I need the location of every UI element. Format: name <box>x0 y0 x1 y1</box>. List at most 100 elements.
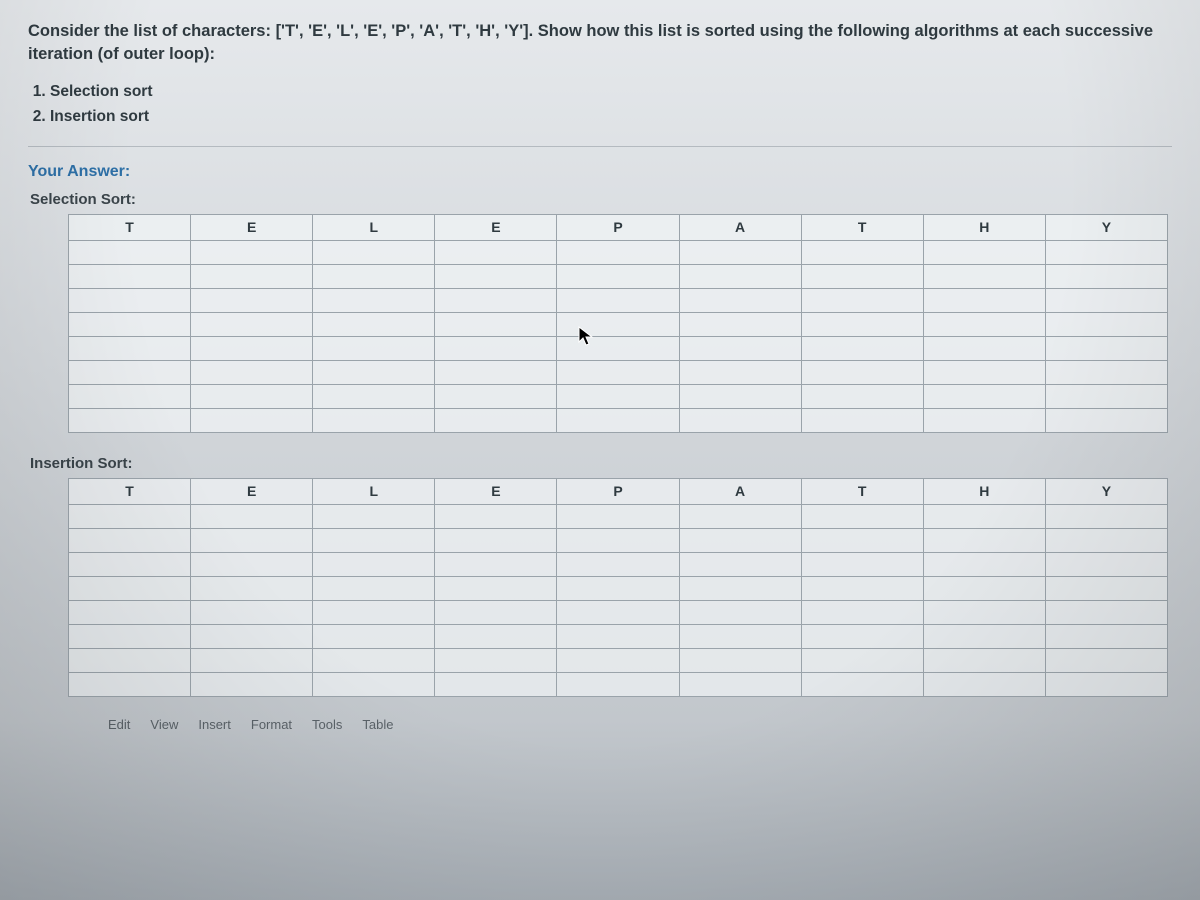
cell[interactable] <box>801 648 923 672</box>
cell[interactable] <box>435 288 557 312</box>
cell[interactable] <box>435 552 557 576</box>
table-row[interactable] <box>69 312 1168 336</box>
header-cell[interactable]: L <box>313 478 435 504</box>
cell[interactable] <box>801 408 923 432</box>
cell[interactable] <box>923 552 1045 576</box>
cell[interactable] <box>435 528 557 552</box>
selection-sort-table[interactable]: T E L E P A T H Y <box>68 214 1168 433</box>
table-row[interactable] <box>69 528 1168 552</box>
cell[interactable] <box>801 528 923 552</box>
cell[interactable] <box>557 288 679 312</box>
cell[interactable] <box>313 408 435 432</box>
cell[interactable] <box>1045 408 1167 432</box>
cell[interactable] <box>435 240 557 264</box>
header-cell[interactable]: A <box>679 478 801 504</box>
table-row[interactable] <box>69 264 1168 288</box>
cell[interactable] <box>191 312 313 336</box>
cell[interactable] <box>69 312 191 336</box>
cell[interactable] <box>557 528 679 552</box>
cell[interactable] <box>1045 624 1167 648</box>
cell[interactable] <box>69 360 191 384</box>
cell[interactable] <box>801 600 923 624</box>
cell[interactable] <box>1045 528 1167 552</box>
cell[interactable] <box>313 576 435 600</box>
cell[interactable] <box>679 576 801 600</box>
cell[interactable] <box>679 360 801 384</box>
menu-view[interactable]: View <box>150 717 178 732</box>
cell[interactable] <box>679 384 801 408</box>
table-row[interactable] <box>69 360 1168 384</box>
cell[interactable] <box>557 552 679 576</box>
cell[interactable] <box>69 336 191 360</box>
cell[interactable] <box>191 504 313 528</box>
cell[interactable] <box>557 576 679 600</box>
header-cell[interactable]: E <box>435 478 557 504</box>
cell[interactable] <box>435 648 557 672</box>
cell[interactable] <box>191 576 313 600</box>
cell[interactable] <box>191 552 313 576</box>
cell[interactable] <box>313 264 435 288</box>
cell[interactable] <box>313 648 435 672</box>
cell[interactable] <box>801 312 923 336</box>
cell[interactable] <box>435 264 557 288</box>
header-cell[interactable]: T <box>69 478 191 504</box>
cell[interactable] <box>69 384 191 408</box>
cell[interactable] <box>679 336 801 360</box>
cell[interactable] <box>1045 336 1167 360</box>
cell[interactable] <box>557 360 679 384</box>
cell[interactable] <box>313 240 435 264</box>
cell[interactable] <box>679 528 801 552</box>
cell[interactable] <box>191 528 313 552</box>
cell[interactable] <box>1045 264 1167 288</box>
cell[interactable] <box>923 384 1045 408</box>
cell[interactable] <box>679 624 801 648</box>
cell[interactable] <box>435 384 557 408</box>
header-cell[interactable]: E <box>191 214 313 240</box>
cell[interactable] <box>435 576 557 600</box>
cell[interactable] <box>801 624 923 648</box>
cell[interactable] <box>557 648 679 672</box>
cell[interactable] <box>1045 504 1167 528</box>
cell[interactable] <box>1045 312 1167 336</box>
cell[interactable] <box>313 360 435 384</box>
header-cell[interactable]: E <box>191 478 313 504</box>
cell[interactable] <box>191 240 313 264</box>
table-row[interactable] <box>69 288 1168 312</box>
header-cell[interactable]: T <box>801 478 923 504</box>
cell[interactable] <box>801 240 923 264</box>
cell[interactable] <box>801 288 923 312</box>
header-cell[interactable]: Y <box>1045 214 1167 240</box>
cell[interactable] <box>679 504 801 528</box>
cell[interactable] <box>679 672 801 696</box>
cell[interactable] <box>923 624 1045 648</box>
cell[interactable] <box>1045 240 1167 264</box>
cell[interactable] <box>435 360 557 384</box>
header-cell[interactable]: A <box>679 214 801 240</box>
cell[interactable] <box>435 672 557 696</box>
cell[interactable] <box>69 264 191 288</box>
cell[interactable] <box>69 624 191 648</box>
cell[interactable] <box>69 240 191 264</box>
cell[interactable] <box>69 576 191 600</box>
table-row[interactable] <box>69 504 1168 528</box>
cell[interactable] <box>801 336 923 360</box>
table-row[interactable] <box>69 600 1168 624</box>
cell[interactable] <box>435 408 557 432</box>
cell[interactable] <box>801 552 923 576</box>
cell[interactable] <box>435 336 557 360</box>
cell[interactable] <box>923 648 1045 672</box>
cell[interactable] <box>679 240 801 264</box>
table-row[interactable]: T E L E P A T H Y <box>69 478 1168 504</box>
cell[interactable] <box>191 648 313 672</box>
cell[interactable] <box>679 264 801 288</box>
cell[interactable] <box>313 552 435 576</box>
cell[interactable] <box>923 336 1045 360</box>
cell[interactable] <box>435 312 557 336</box>
cell[interactable] <box>557 264 679 288</box>
menu-tools[interactable]: Tools <box>312 717 342 732</box>
cell[interactable] <box>923 360 1045 384</box>
cell[interactable] <box>69 648 191 672</box>
cell[interactable] <box>1045 360 1167 384</box>
cell[interactable] <box>69 288 191 312</box>
cell[interactable] <box>313 288 435 312</box>
